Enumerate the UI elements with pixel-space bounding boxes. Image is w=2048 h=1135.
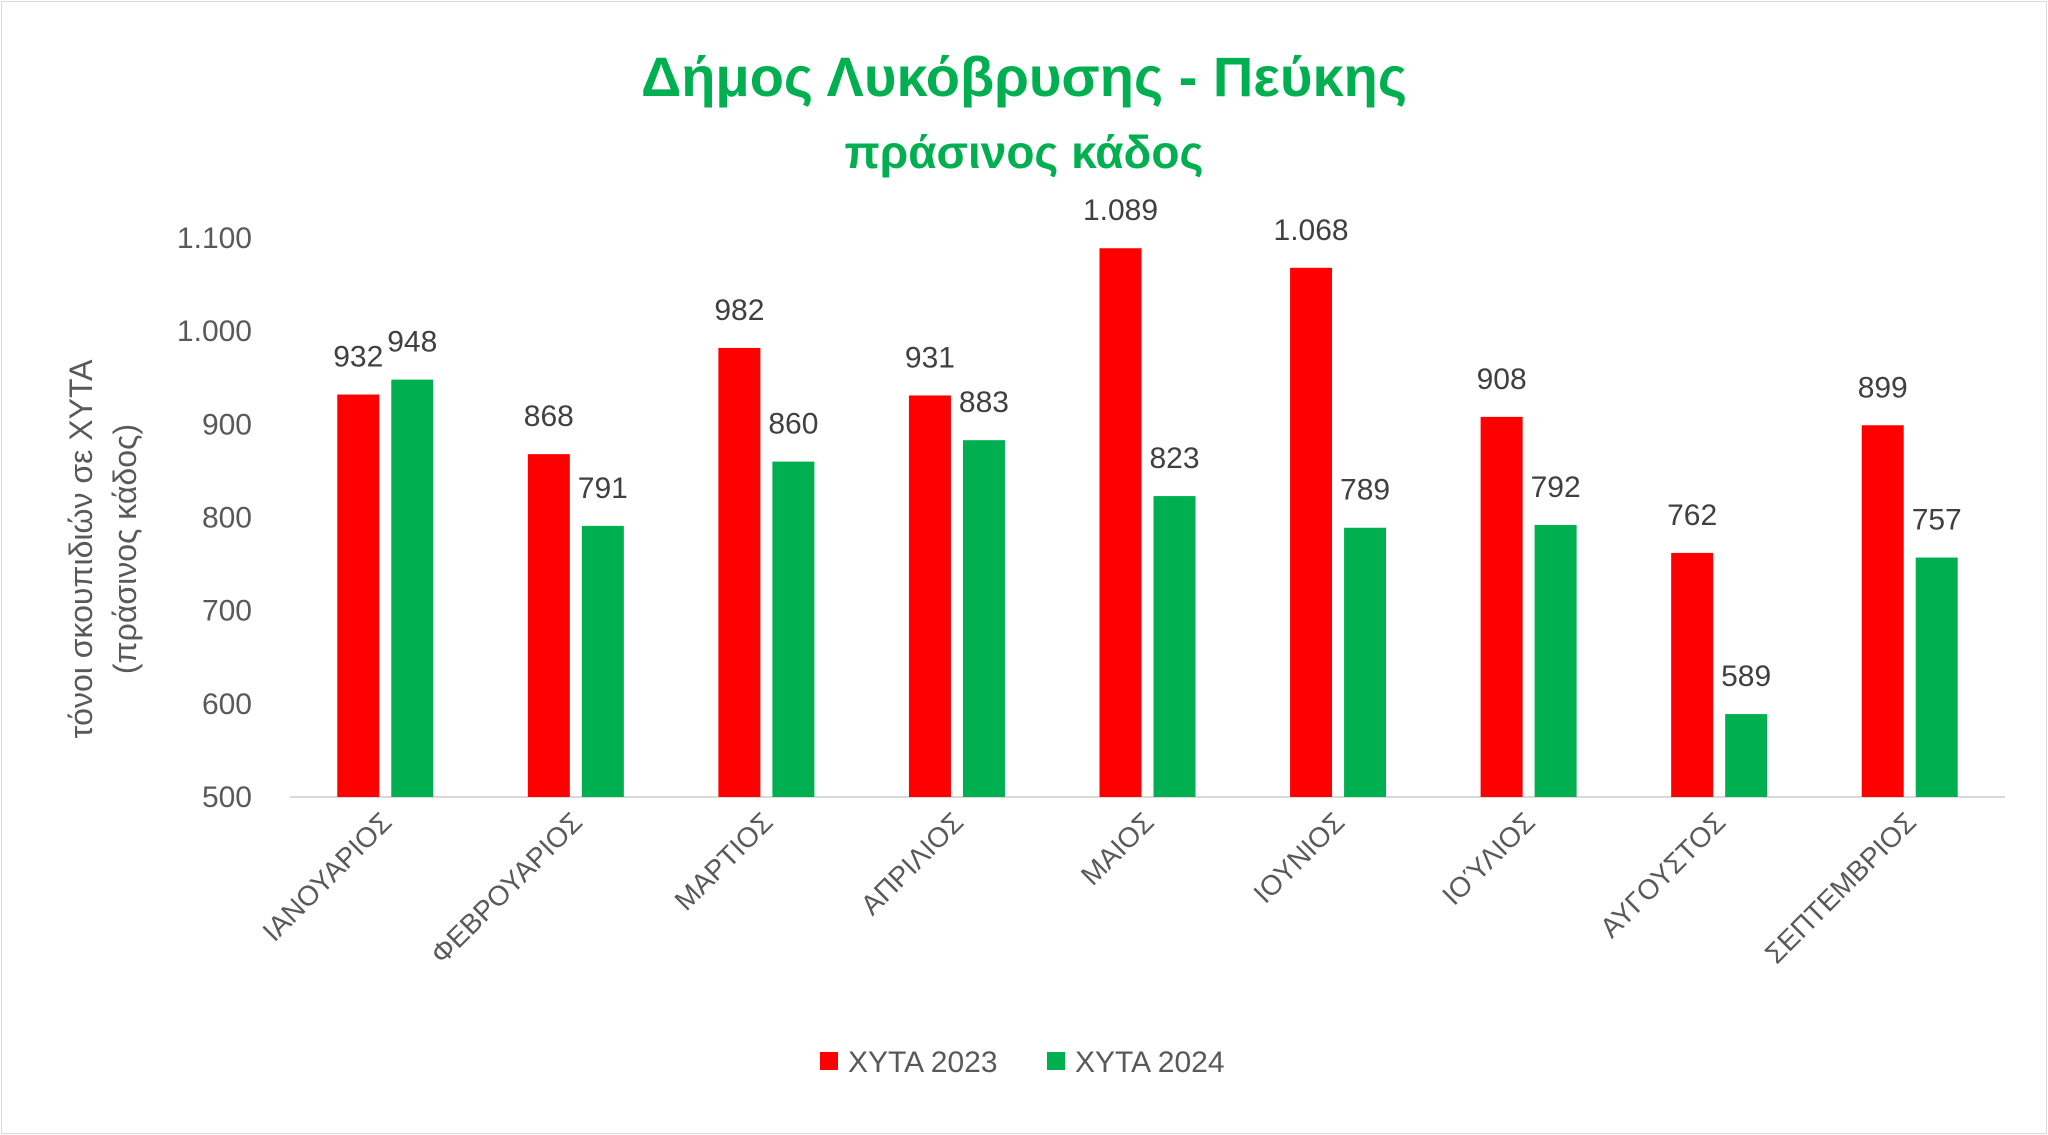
data-label: 757: [1912, 504, 1962, 537]
data-label: 932: [333, 341, 383, 374]
data-label: 908: [1477, 363, 1527, 396]
data-label: 868: [524, 400, 574, 433]
data-label: 982: [714, 294, 764, 327]
bar-2024: [391, 379, 434, 797]
category-label: ΦΕΒΡΟΥΑΡΙΟΣ: [425, 806, 588, 969]
bar-2024: [962, 440, 1005, 797]
bar-2023: [337, 394, 380, 797]
data-label: 883: [959, 386, 1009, 419]
bar-2024: [581, 525, 624, 797]
bar-2023: [1671, 552, 1714, 797]
legend: ΧΥΤΑ 2023 ΧΥΤΑ 2024: [820, 1046, 1225, 1079]
legend-label: ΧΥΤΑ 2024: [1075, 1046, 1225, 1079]
bar-2023: [527, 454, 570, 797]
bar-2023: [1099, 248, 1142, 797]
data-label: 762: [1667, 499, 1717, 532]
y-tick-label: 800: [202, 502, 252, 535]
y-axis-title: τόνοι σκουπιδιών σε ΧΥΤΑ (πράσινος κάδος…: [63, 359, 143, 739]
data-label: 1.089: [1083, 194, 1158, 227]
data-label: 823: [1149, 442, 1199, 475]
category-labels: ΙΑΝΟΥΑΡΙΟΣ ΦΕΒΡΟΥΑΡΙΟΣ ΜΑΡΤΙΟΣ ΑΠΡΙΛΙΟΣ ΜΑΙΟ…: [257, 806, 1922, 969]
bar-2024: [1344, 527, 1387, 797]
bar-2024: [1725, 714, 1768, 797]
legend-swatch-2023: [820, 1052, 838, 1070]
category-label: ΣΕΠΤΕΜΒΡΙΟΣ: [1759, 806, 1922, 969]
bars: [337, 248, 1958, 797]
category-label: ΑΠΡΙΛΙΟΣ: [855, 806, 969, 920]
category-label: ΙΑΝΟΥΑΡΙΟΣ: [257, 806, 398, 947]
category-label: ΜΑΡΤΙΟΣ: [669, 806, 779, 916]
category-label: ΙΟΥΝΙΟΣ: [1247, 806, 1350, 909]
bar-2023: [1861, 425, 1904, 797]
y-axis-ticks: 500 600 700 800 900 1.000 1.100: [177, 222, 252, 814]
bar-2023: [718, 347, 761, 797]
data-label: 860: [768, 408, 818, 441]
data-label: 791: [578, 472, 628, 505]
data-label: 899: [1858, 371, 1908, 404]
bar-2024: [1915, 557, 1958, 797]
category-label: ΜΑΙΟΣ: [1075, 806, 1160, 891]
chart-title: Δήμος Λυκόβρυσης - Πεύκης: [641, 45, 1407, 108]
data-label: 589: [1721, 660, 1771, 693]
category-label: ΙΟΎΛΙΟΣ: [1436, 806, 1541, 911]
data-label: 948: [387, 326, 437, 359]
bar-2024: [772, 461, 815, 797]
y-axis-title-line1: τόνοι σκουπιδιών σε ΧΥΤΑ: [63, 359, 99, 739]
category-label: ΑΥΓΟΥΣΤΟΣ: [1594, 806, 1731, 943]
chart-subtitle: πράσινος κάδος: [845, 126, 1204, 178]
y-axis-title-line2: (πράσινος κάδος): [107, 424, 143, 674]
data-label: 931: [905, 341, 955, 374]
y-tick-label: 1.000: [177, 315, 252, 348]
y-tick-label: 1.100: [177, 222, 252, 255]
y-tick-label: 900: [202, 408, 252, 441]
data-label: 789: [1340, 474, 1390, 507]
data-label: 792: [1531, 471, 1581, 504]
y-tick-label: 500: [202, 781, 252, 814]
y-tick-label: 700: [202, 595, 252, 628]
bar-2024: [1534, 524, 1577, 797]
bar-2023: [908, 395, 951, 797]
bar-2023: [1290, 267, 1333, 797]
legend-label: ΧΥΤΑ 2023: [848, 1046, 998, 1079]
bar-2023: [1480, 416, 1523, 797]
data-label: 1.068: [1274, 214, 1349, 247]
bar-2024: [1153, 496, 1196, 797]
legend-swatch-2024: [1047, 1052, 1065, 1070]
y-tick-label: 600: [202, 688, 252, 721]
